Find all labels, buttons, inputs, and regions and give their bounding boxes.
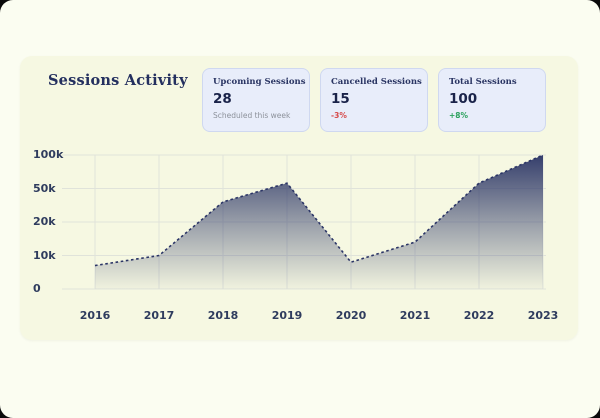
page-title: Sessions Activity [48,72,188,89]
stat-delta-badge: -3% [331,111,347,120]
stat-subtext: Scheduled this week [213,111,291,120]
stat-card-upcoming-sessions[interactable]: Upcoming Sessions 28 Scheduled this week [202,68,310,132]
stat-value: 15 [331,91,350,107]
stat-title: Cancelled Sessions [331,77,422,87]
stat-delta-badge: +8% [449,111,469,120]
stat-card-total-sessions[interactable]: Total Sessions 100 +8% [438,68,546,132]
sessions-activity-card: Sessions Activity Upcoming Sessions 28 S… [20,56,578,340]
stat-title: Total Sessions [449,77,517,87]
stat-title: Upcoming Sessions [213,77,306,87]
stat-value: 100 [449,91,478,107]
stat-card-cancelled-sessions[interactable]: Cancelled Sessions 15 -3% [320,68,428,132]
stat-value: 28 [213,91,232,107]
